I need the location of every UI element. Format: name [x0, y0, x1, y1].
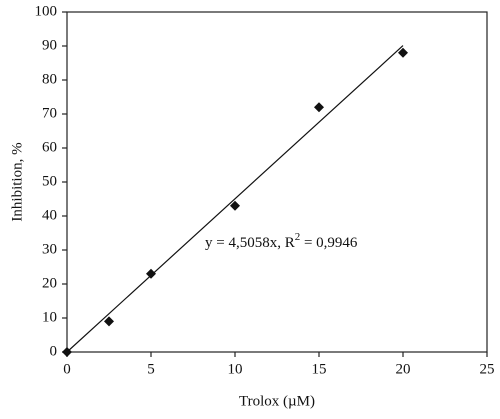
data-point [62, 347, 72, 357]
x-tick-label: 15 [312, 361, 327, 377]
y-tick-label: 70 [42, 105, 57, 121]
data-point [398, 47, 408, 58]
x-tick-label: 0 [63, 361, 71, 377]
equation: y = 4,5058x, R2 = 0,9946 [205, 231, 358, 252]
y-tick-label: 90 [42, 37, 57, 53]
y-tick-label: 0 [50, 343, 58, 359]
trendline [66, 45, 404, 353]
y-tick-label: 10 [42, 309, 57, 325]
y-tick-label: 50 [42, 173, 57, 189]
equation-text: y = 4,5058x, R [205, 235, 295, 251]
y-tick-label: 80 [42, 71, 57, 87]
y-axis-label: Inhibition, % [9, 142, 25, 221]
y-tick-label: 40 [42, 207, 57, 223]
x-tick-label: 5 [147, 361, 155, 377]
data-point [230, 200, 240, 211]
data-point [146, 268, 156, 279]
y-tick-label: 30 [42, 241, 57, 257]
equation-sup: 2 [295, 231, 301, 243]
x-tick-label: 25 [480, 361, 495, 377]
equation-rest: = 0,9946 [300, 235, 358, 251]
plot-frame [66, 11, 488, 353]
y-tick-label: 60 [42, 139, 57, 155]
y-tick-label: 100 [35, 3, 58, 19]
y-tick-label: 20 [42, 275, 57, 291]
data-point [104, 316, 114, 327]
data-point [314, 102, 324, 113]
x-tick-label: 20 [396, 361, 411, 377]
x-axis-label: Trolox (µM) [239, 393, 315, 409]
x-tick-label: 10 [228, 361, 243, 377]
